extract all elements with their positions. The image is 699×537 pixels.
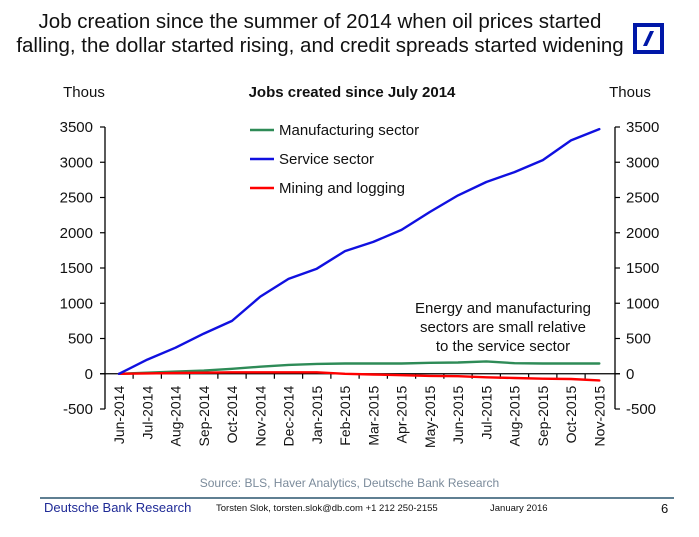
series-line-manufacturing-sector bbox=[117, 360, 601, 375]
y-tick-label-left: 500 bbox=[68, 331, 93, 348]
y-axis-label-right: Thous bbox=[609, 84, 651, 101]
deutsche-bank-logo-icon bbox=[633, 23, 664, 54]
slide-title-line-1: Job creation since the summer of 2014 wh… bbox=[38, 10, 602, 33]
legend: Manufacturing sector Service sector Mining… bbox=[250, 122, 419, 197]
y-tick-label-left: 3500 bbox=[60, 119, 93, 136]
y-tick-label-left: 2000 bbox=[60, 225, 93, 242]
x-tick-label: Sep-2014 bbox=[196, 386, 212, 447]
chart-title: Jobs created since July 2014 bbox=[249, 84, 456, 101]
footer-divider bbox=[40, 497, 674, 499]
legend-label: Mining and logging bbox=[279, 180, 405, 197]
y-tick-label-right: 3500 bbox=[626, 119, 659, 136]
annotation: Energy and manufacturing sectors are sma… bbox=[415, 300, 591, 355]
y-tick-label-left: 3000 bbox=[60, 154, 93, 171]
x-tick-label: Apr-2015 bbox=[394, 386, 410, 444]
y-tick-label-left: 1500 bbox=[60, 260, 93, 277]
y-tick-label-left: 0 bbox=[85, 366, 93, 383]
x-tick-label: Jul-2014 bbox=[139, 386, 155, 440]
legend-label: Manufacturing sector bbox=[279, 122, 419, 139]
y-tick-label-right: 3000 bbox=[626, 154, 659, 171]
y-tick-label-right: 0 bbox=[626, 366, 634, 383]
line-chart: Jobs created since July 2014 Thous Thous… bbox=[60, 84, 660, 448]
series-group bbox=[117, 127, 601, 382]
x-tick-label: Jun-2014 bbox=[111, 386, 127, 445]
y-tick-label-left: 1000 bbox=[60, 295, 93, 312]
x-tick-label: Oct-2014 bbox=[224, 386, 240, 444]
x-tick-label: Feb-2015 bbox=[337, 386, 353, 446]
x-tick-label: Jun-2015 bbox=[450, 386, 466, 445]
x-tick-label: Mar-2015 bbox=[365, 386, 381, 446]
y-tick-label-right: 1000 bbox=[626, 295, 659, 312]
x-tick-label: May-2015 bbox=[422, 386, 438, 448]
x-tick-label: Dec-2014 bbox=[281, 386, 297, 447]
annotation-line-3: to the service sector bbox=[436, 338, 570, 355]
series-line-mining-and-logging bbox=[117, 371, 601, 382]
x-tick-label: Aug-2015 bbox=[507, 386, 523, 447]
y-tick-label-right: 2500 bbox=[626, 190, 659, 207]
y-tick-label-right: 500 bbox=[626, 331, 651, 348]
x-tick-label: Jan-2015 bbox=[309, 386, 325, 445]
x-tick-label: Aug-2014 bbox=[168, 386, 184, 447]
x-tick-label: Sep-2015 bbox=[535, 386, 551, 447]
footer-date: January 2016 bbox=[490, 503, 548, 514]
y-tick-label-left: -500 bbox=[63, 401, 93, 418]
footer-brand: Deutsche Bank Research bbox=[44, 500, 192, 515]
page-number: 6 bbox=[661, 501, 669, 516]
y-axis-label-left: Thous bbox=[63, 84, 105, 101]
x-tick-label: Nov-2015 bbox=[591, 386, 607, 447]
y-tick-label-right: 2000 bbox=[626, 225, 659, 242]
series-line-service-sector bbox=[117, 127, 601, 375]
x-tick-label: Nov-2014 bbox=[252, 386, 268, 447]
y-tick-label-right: 1500 bbox=[626, 260, 659, 277]
legend-label: Service sector bbox=[279, 151, 374, 168]
y-tick-label-right: -500 bbox=[626, 401, 656, 418]
slide-title-line-2: falling, the dollar started rising, and … bbox=[16, 34, 624, 57]
axes: -500 -500 0 0 500 500 1000 1000 1500 1500 2000 2000… bbox=[60, 119, 660, 448]
annotation-line-1: Energy and manufacturing bbox=[415, 300, 591, 317]
x-tick-label: Jul-2015 bbox=[478, 386, 494, 440]
annotation-line-2: sectors are small relative bbox=[420, 319, 586, 336]
slide-title: Job creation since the summer of 2014 wh… bbox=[0, 10, 640, 58]
source-note: Source: BLS, Haver Analytics, Deutsche B… bbox=[199, 476, 500, 490]
footer-contact: Torsten Slok, torsten.slok@db.com +1 212… bbox=[216, 503, 438, 514]
y-tick-label-left: 2500 bbox=[60, 190, 93, 207]
x-tick-label: Oct-2015 bbox=[563, 386, 579, 444]
